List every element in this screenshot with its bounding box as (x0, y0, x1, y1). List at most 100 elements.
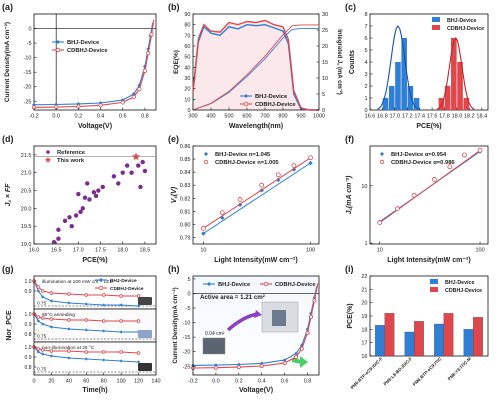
data-point (84, 328, 89, 332)
legend-marker (379, 151, 385, 157)
eqe-curve (192, 23, 319, 111)
data-point (477, 147, 483, 153)
x-tick-label: 0.4 (97, 114, 105, 120)
plot-frame (192, 275, 320, 376)
device-icon (138, 330, 152, 338)
x-tick-label: 0.8 (304, 379, 312, 385)
histogram-bar (451, 38, 457, 110)
panel-label: (h) (168, 264, 180, 274)
data-point (67, 327, 71, 331)
data-point (40, 316, 45, 320)
legend-label: BHJ-Device (67, 40, 100, 46)
data-point (36, 347, 41, 351)
reference-point (136, 163, 141, 168)
arrow-head (254, 310, 262, 318)
histogram-bar (463, 98, 470, 110)
y-tick-label: 21 (361, 287, 367, 293)
reference-point (87, 197, 92, 202)
x-tick-label: 40 (66, 379, 72, 385)
legend-marker (243, 93, 249, 99)
x-axis-label: Voltage(V) (239, 387, 273, 394)
legend-marker (55, 39, 61, 45)
reference-point (82, 195, 88, 200)
panel-label: (g) (2, 264, 14, 274)
data-point (291, 163, 297, 169)
data-point (131, 94, 136, 100)
x-tick-label: 100 (306, 248, 315, 254)
legend-marker (206, 281, 212, 287)
y-tick-label: 0.9 (25, 355, 32, 361)
x-tick-label: 300 (188, 114, 197, 120)
legend-swatch (430, 279, 438, 284)
data-point (101, 350, 106, 354)
data-point (259, 363, 264, 368)
y-tick-label: 15 (322, 60, 328, 66)
x-tick-label: 17.5 (95, 248, 106, 254)
y-axis-label: PCE(%) (347, 303, 354, 328)
legend-label: BHJ-Device (255, 94, 288, 100)
data-point (101, 293, 106, 297)
y-tick-label: -15 (183, 335, 191, 341)
reference-value: 0.75 (37, 301, 47, 307)
eqe-curve (192, 19, 319, 111)
x-axis-label: Wavelength(nm) (229, 123, 283, 130)
data-point (136, 304, 141, 308)
y-tick-label: 1.0 (25, 312, 32, 318)
histogram-bar (388, 86, 395, 110)
fit-line (203, 157, 311, 229)
data-point (49, 291, 54, 295)
data-point (219, 210, 225, 216)
x-tick-label: -0.2 (188, 379, 197, 385)
small-device-photo (202, 337, 226, 355)
y-tick-label: 0 (187, 108, 190, 114)
y-tick-label: 21.5 (21, 153, 32, 159)
legend-label: BHJ-Device (447, 18, 476, 24)
y-tick-label: 0.84 (180, 170, 191, 176)
data-point (377, 220, 383, 226)
pce-bar (384, 313, 395, 357)
reference-point (91, 190, 97, 195)
data-point (49, 354, 54, 358)
x-axis-label: Light Intensity(mW cm⁻²) (387, 257, 470, 264)
y-tick-label: 16 (361, 354, 367, 360)
y-tick-label: 0.79 (180, 235, 191, 241)
data-point (237, 202, 243, 208)
y-tick-label: 10 (361, 184, 367, 190)
legend-label: BHJ-Device (445, 280, 474, 286)
pce-bar (414, 321, 424, 357)
x-tick-label: 20 (48, 379, 54, 385)
histogram-bar (407, 86, 414, 110)
y-tick-label: 17 (361, 341, 367, 347)
x-tick-label: 18.5 (140, 248, 151, 254)
histogram-bar (401, 38, 407, 110)
data-point (259, 182, 265, 188)
reference-value: 0.75 (37, 367, 47, 373)
legend-label: BHJ-Device (218, 282, 251, 288)
y-tick-label: 0.82 (180, 196, 191, 202)
y-tick-label: 0.80 (180, 222, 191, 228)
y-tick-label: 90 (184, 12, 190, 18)
y-tick-label: 0.83 (180, 183, 191, 189)
panel-label: (b) (168, 2, 180, 12)
y-tick-label: 1 (364, 96, 367, 102)
legend-swatch (432, 25, 440, 30)
legend-label: BHJ-Device n=1.045 (215, 152, 271, 158)
data-point (136, 319, 141, 323)
data-point (84, 293, 89, 297)
y-axis-label: J꜀(mA cm⁻²) (346, 175, 353, 214)
y-tick-label: 8 (364, 12, 367, 18)
y-tick-label: 30 (322, 12, 328, 18)
y-tick-label: 19.0 (21, 242, 32, 248)
data-point (146, 51, 151, 56)
panel-e: (e) 10 100 0.79 0.80 0.81 0.82 0.83 0.84 0.85 0.86… (168, 134, 320, 264)
legend-marker (45, 156, 51, 163)
plot-frame (33, 145, 157, 245)
data-point (394, 206, 400, 212)
data-point (40, 352, 45, 356)
data-point (40, 295, 45, 299)
y-tick-label: 70 (184, 33, 190, 39)
jv-curve (33, 22, 154, 106)
legend-label: CDBHJ-Device (445, 288, 482, 294)
data-point (201, 231, 206, 236)
histogram-bar (382, 98, 389, 110)
